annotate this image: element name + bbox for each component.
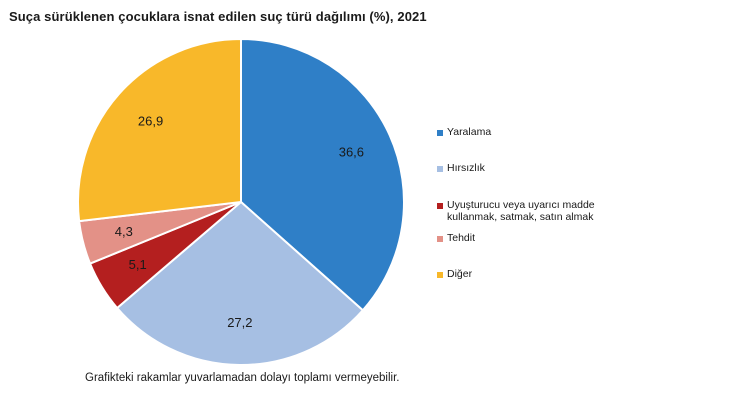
legend-label: Hırsızlık <box>447 162 485 174</box>
legend-item: Hırsızlık <box>437 162 485 174</box>
legend-item: Diğer <box>437 268 472 280</box>
footnote: Grafikteki rakamlar yuvarlamadan dolayı … <box>85 372 400 384</box>
pie-slice <box>77 37 242 223</box>
slice-data-label: 4,3 <box>115 224 133 239</box>
legend-label: Uyuşturucu veya uyarıcı madde kullanmak,… <box>447 199 595 223</box>
legend-label: Diğer <box>447 268 473 280</box>
legend-swatch <box>437 166 443 172</box>
legend-item: Yaralama <box>437 126 491 138</box>
legend-swatch <box>437 130 443 136</box>
pie-data-labels: 36,6 27,2 5,1 4,3 26,9 <box>115 114 364 330</box>
legend-swatch <box>437 236 443 242</box>
legend-swatch <box>437 272 443 278</box>
legend-swatch <box>437 203 443 209</box>
pie-slice <box>240 37 405 312</box>
pie-slices <box>77 37 405 366</box>
legend-item: Tehdit <box>437 232 475 244</box>
slice-data-label: 27,2 <box>227 315 252 330</box>
slice-data-label: 36,6 <box>339 144 364 159</box>
legend-item: Uyuşturucu veya uyarıcı madde kullanmak,… <box>437 199 595 223</box>
slice-data-label: 26,9 <box>138 114 163 129</box>
pie-slice <box>115 200 365 366</box>
legend-label: Tehdit <box>447 232 476 244</box>
slice-data-label: 5,1 <box>129 257 147 272</box>
legend-label: Yaralama <box>447 126 492 138</box>
chart-title: Suça sürüklenen çocuklara isnat edilen s… <box>9 9 427 24</box>
